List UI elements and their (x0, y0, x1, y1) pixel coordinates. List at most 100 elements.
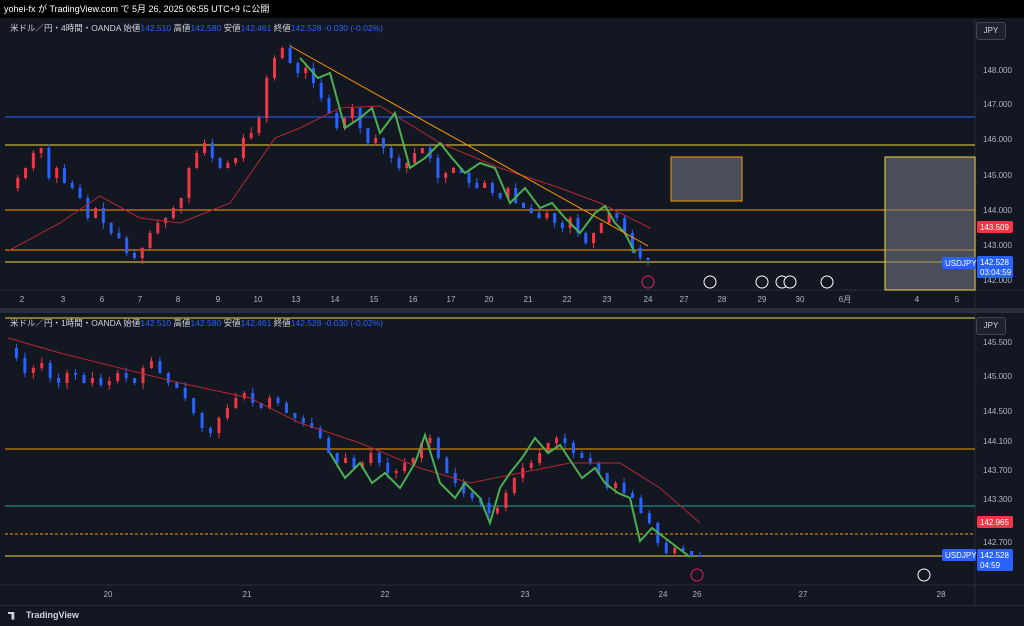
date-tick-label: 22 (563, 295, 572, 304)
candle (436, 438, 440, 458)
close-value: 142.528 (290, 318, 322, 328)
candle (394, 471, 398, 473)
candle (116, 373, 120, 381)
candle (529, 208, 533, 213)
lightning-event-icon (690, 568, 704, 582)
price-tick-label: 146.000 (983, 135, 1012, 144)
candle (327, 438, 331, 453)
close-label: 終値 (273, 23, 291, 33)
candle (187, 168, 191, 198)
date-tick-label: 21 (524, 295, 533, 304)
candle (318, 428, 322, 438)
close-value: 142.528 (290, 23, 322, 33)
candle (94, 208, 98, 218)
candle (175, 383, 179, 388)
chart-1h-canvas[interactable]: 145.500 145.000 144.500 144.100 143.700 143.3… (0, 313, 1024, 605)
open-label: 始値 (123, 23, 141, 33)
candle (311, 68, 315, 83)
candle (444, 173, 448, 178)
candle (133, 378, 137, 383)
candle (288, 48, 292, 63)
date-tick-label: 21 (243, 590, 252, 599)
candle (350, 108, 354, 118)
candle (171, 208, 175, 218)
date-tick-label: 30 (796, 295, 805, 304)
us-flag-event-icon (917, 568, 931, 582)
candle (366, 128, 370, 143)
candle (690, 551, 694, 555)
price-tag-red-label: 142.965 (980, 518, 1009, 527)
candle (560, 223, 564, 228)
date-tick-label: 10 (254, 295, 263, 304)
low-label: 安値 (223, 23, 241, 33)
legend-4h: 米ドル／円・4時間・OANDA 始値142.510 高値142.580 安値14… (10, 22, 383, 34)
date-tick-label: 9 (216, 295, 221, 304)
price-tick-label: 142.000 (983, 276, 1012, 285)
candle (607, 213, 611, 223)
candle (209, 428, 213, 433)
high-label: 高値 (173, 318, 191, 328)
candle (101, 208, 105, 223)
date-tick-label: 24 (644, 295, 653, 304)
candle (580, 453, 584, 458)
symbol-tag (942, 549, 976, 561)
candle (310, 423, 314, 428)
date-tick-label: 23 (603, 295, 612, 304)
candle (571, 443, 575, 453)
candle (453, 473, 457, 483)
candle (576, 218, 580, 233)
us-flag-event-icon (755, 275, 769, 289)
candle (420, 148, 424, 153)
date-tick-label: 2 (20, 295, 25, 304)
chart-pane-4h[interactable]: 148.000 147.000 146.000 145.000 144.000 143.0… (0, 18, 1024, 308)
footer: TradingView (0, 605, 1024, 626)
candle (599, 223, 603, 233)
candle (234, 158, 238, 163)
candle (377, 453, 381, 463)
candle (90, 378, 94, 383)
countdown-label: 04:59 (980, 561, 1001, 570)
symbol-name: 米ドル／円・1時間・OANDA (10, 318, 121, 328)
trendline-orange (289, 45, 649, 247)
price-tick-label: 142.700 (983, 538, 1012, 547)
tradingview-logo[interactable]: TradingView (8, 610, 79, 620)
us-flag-event-icon (820, 275, 834, 289)
candle (74, 373, 78, 375)
date-tick-label: 27 (680, 295, 689, 304)
date-tick-label: 20 (104, 590, 113, 599)
candle (386, 463, 390, 473)
candle (623, 218, 627, 233)
candle (498, 193, 502, 198)
currency-button[interactable]: JPY (976, 22, 1006, 40)
last-price-label: 142.528 (980, 258, 1009, 267)
candle (563, 438, 567, 443)
price-tick-label: 143.300 (983, 495, 1012, 504)
candle (411, 458, 415, 463)
candle (630, 493, 634, 498)
pane-divider[interactable] (0, 308, 1024, 313)
candle (615, 213, 619, 218)
candle (24, 168, 28, 178)
candle (99, 378, 103, 385)
currency-button[interactable]: JPY (976, 317, 1006, 335)
chart-pane-1h[interactable]: 145.500 145.000 144.500 144.100 143.700 143.3… (0, 313, 1024, 605)
candle (374, 138, 378, 143)
candle (183, 388, 187, 398)
date-tick-label: 6月 (839, 295, 851, 304)
change-value: -0.030 (-0.02%) (323, 318, 383, 328)
date-tick-label: 29 (758, 295, 767, 304)
date-tick-label: 7 (138, 295, 143, 304)
legend-1h: 米ドル／円・1時間・OANDA 始値142.510 高値142.580 安値14… (10, 317, 383, 329)
price-tick-label: 143.700 (983, 466, 1012, 475)
candle (647, 513, 651, 523)
chart-4h-canvas[interactable]: 148.000 147.000 146.000 145.000 144.000 143.0… (0, 18, 1024, 308)
candle (148, 233, 152, 248)
change-value: -0.030 (-0.02%) (323, 23, 383, 33)
date-tick-label: 24 (659, 590, 668, 599)
candle (584, 233, 588, 243)
candle (218, 158, 222, 168)
price-tick-label: 145.000 (983, 171, 1012, 180)
candle (141, 368, 145, 383)
zone-box-1 (670, 156, 743, 202)
candle (420, 443, 424, 458)
